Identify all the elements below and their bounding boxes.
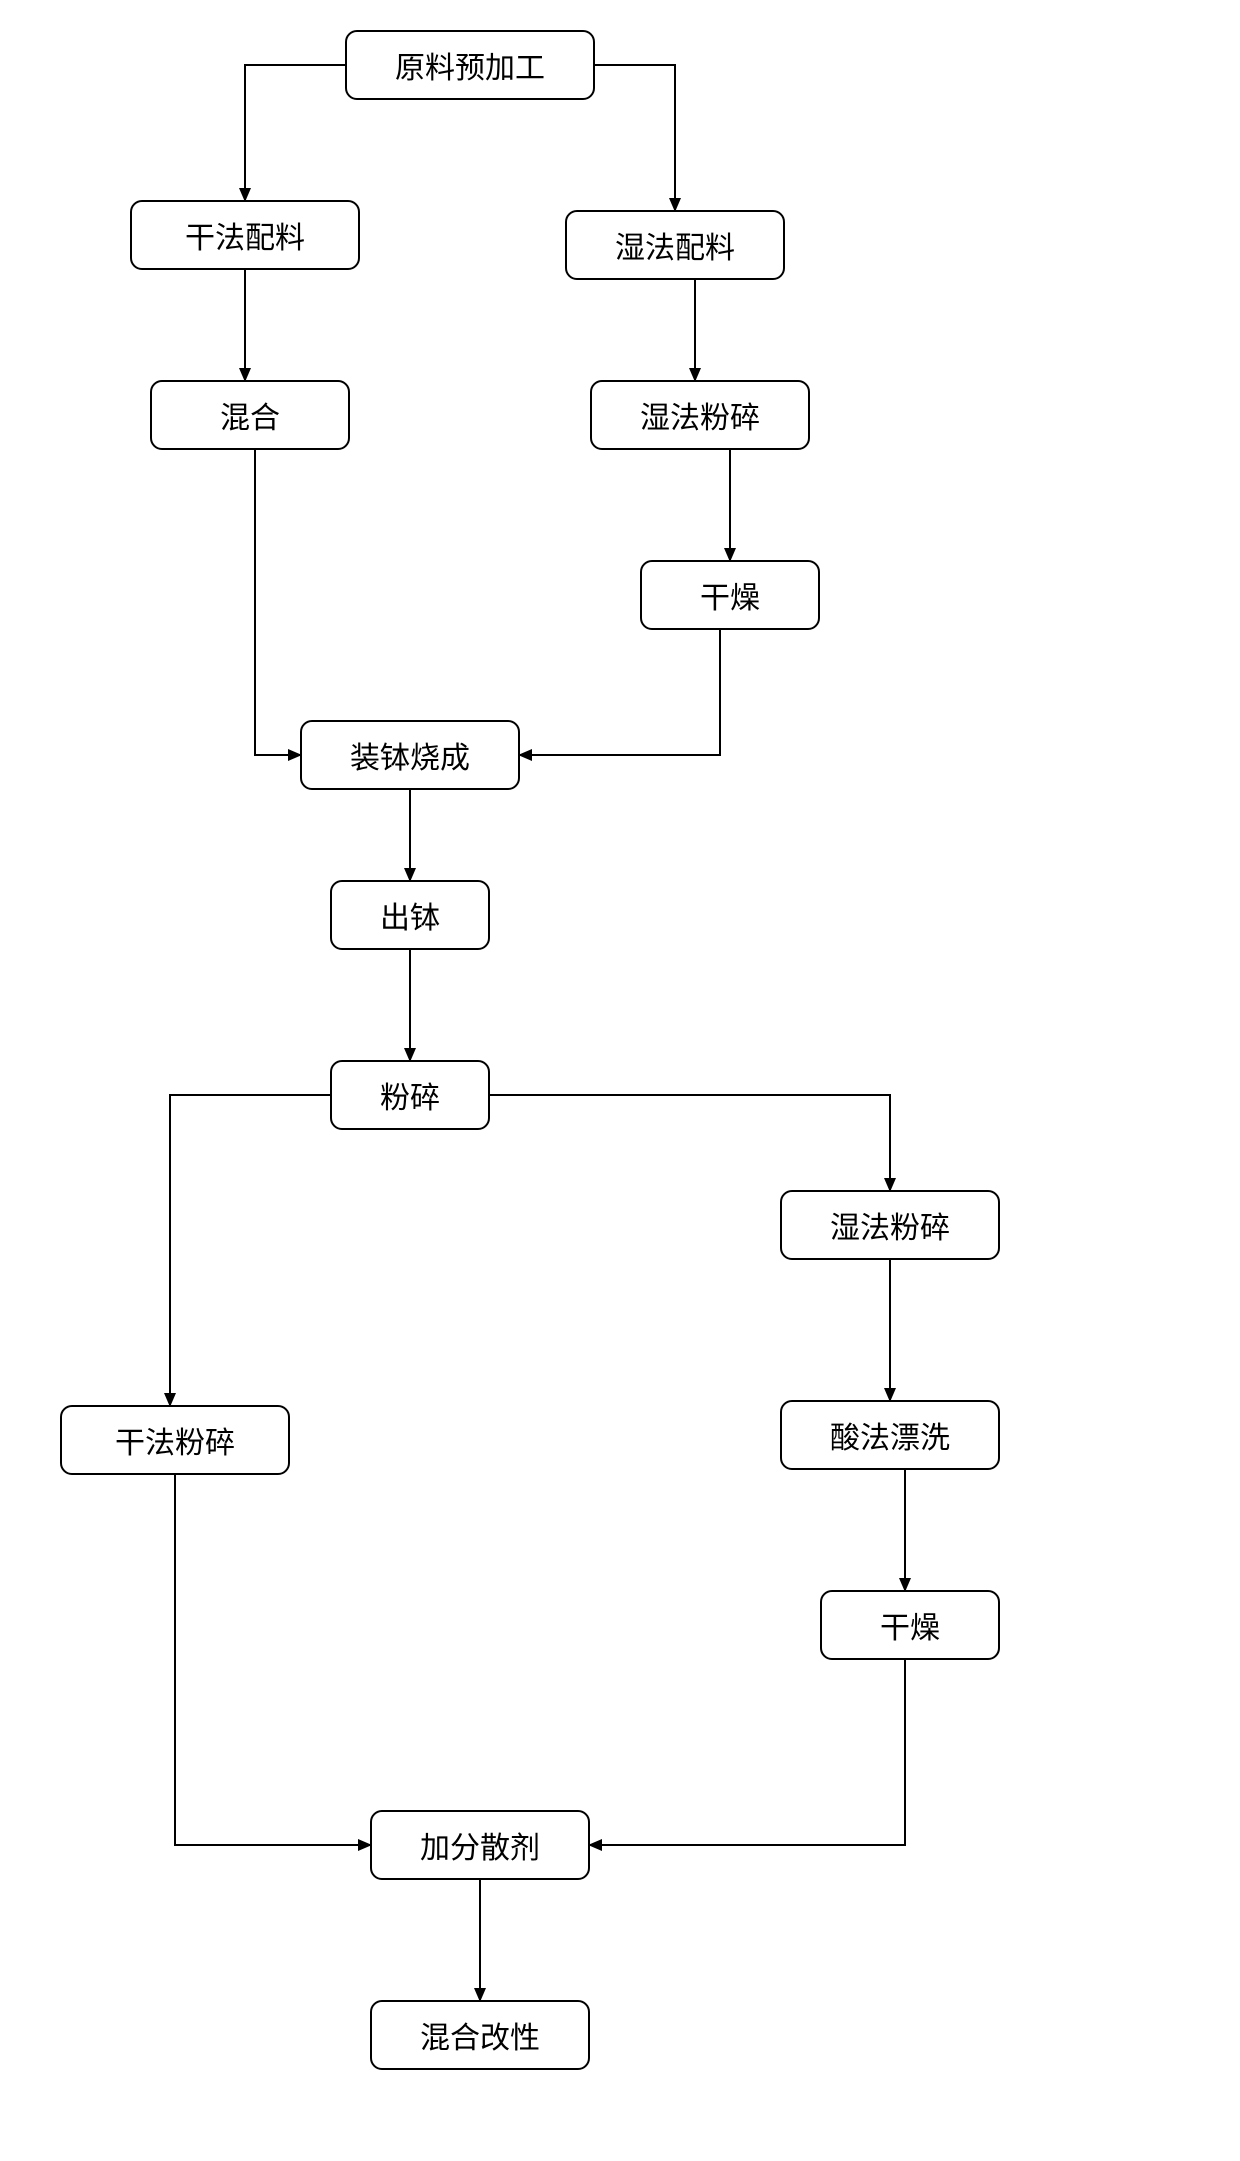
flowchart-node-n8: 出钵 [330,880,490,950]
flowchart-node-label: 原料预加工 [395,43,545,87]
flowchart-node-label: 干法配料 [185,213,305,257]
flowchart-node-label: 湿法粉碎 [830,1203,950,1247]
flowchart-node-label: 混合 [220,393,280,437]
flowchart-node-n11: 干法粉碎 [60,1405,290,1475]
flowchart-node-n2: 干法配料 [130,200,360,270]
flowchart-node-label: 湿法配料 [615,223,735,267]
flowchart-node-n1: 原料预加工 [345,30,595,100]
flowchart-node-n3: 湿法配料 [565,210,785,280]
flowchart-node-n9: 粉碎 [330,1060,490,1130]
flowchart-node-n13: 干燥 [820,1590,1000,1660]
flowchart-node-label: 装钵烧成 [350,733,470,777]
edge-n9-n11 [170,1095,330,1405]
flowchart-node-n12: 酸法漂洗 [780,1400,1000,1470]
flowchart-node-label: 出钵 [380,893,440,937]
edge-n9-n10 [490,1095,890,1190]
flowchart-node-label: 干燥 [700,573,760,617]
edge-n1-n3 [595,65,675,210]
edge-n6-n7 [520,630,720,755]
flowchart-node-n15: 混合改性 [370,2000,590,2070]
flowchart-node-n7: 装钵烧成 [300,720,520,790]
flowchart-node-n4: 混合 [150,380,350,450]
flowchart-node-label: 干燥 [880,1603,940,1647]
flowchart-node-label: 干法粉碎 [115,1418,235,1462]
flowchart-node-n6: 干燥 [640,560,820,630]
flowchart-node-label: 酸法漂洗 [830,1413,950,1457]
edge-n4-n7 [255,450,300,755]
edge-n1-n2 [245,65,345,200]
flowchart-edges [0,0,1240,2161]
edge-n13-n14 [590,1660,905,1845]
flowchart-node-n10: 湿法粉碎 [780,1190,1000,1260]
flowchart-node-label: 粉碎 [380,1073,440,1117]
flowchart-node-label: 混合改性 [420,2013,540,2057]
edge-n11-n14 [175,1475,370,1845]
flowchart-node-label: 湿法粉碎 [640,393,760,437]
flowchart-node-label: 加分散剂 [420,1823,540,1867]
flowchart-node-n5: 湿法粉碎 [590,380,810,450]
flowchart-node-n14: 加分散剂 [370,1810,590,1880]
